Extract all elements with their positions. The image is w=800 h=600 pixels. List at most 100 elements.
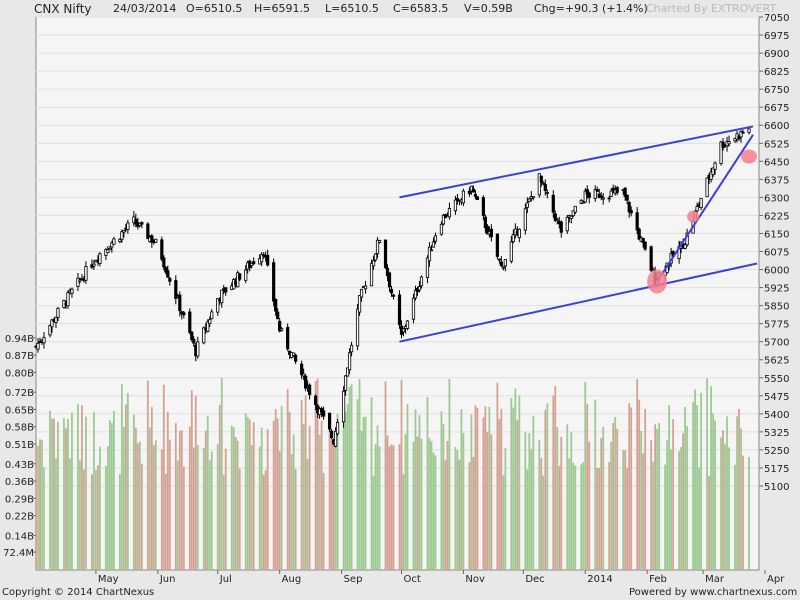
price-tick-label: 6375: [764, 175, 789, 186]
axis-labels: 7050 6975 6900 6825 6750 6675 6600 6525 6450 6375…: [3, 13, 789, 585]
candle-body: [262, 254, 266, 257]
volume-bar: [570, 432, 573, 570]
volume-bar: [63, 418, 65, 570]
powered-by-link[interactable]: Powered by www.chartnexus.com: [629, 587, 798, 598]
candle-body: [383, 239, 388, 269]
volume-tick-label: 0.43B: [5, 460, 34, 471]
candle-body: [308, 384, 312, 396]
candle-body: [629, 209, 633, 214]
volume-bar: [180, 430, 183, 570]
volume-bar: [418, 415, 421, 570]
volume-bar: [628, 403, 631, 570]
candle-body: [341, 390, 346, 423]
volume-bar: [118, 473, 121, 570]
volume-tick-label: 0.51B: [5, 440, 34, 451]
volume-bar: [458, 459, 461, 570]
volume-bar: [178, 430, 181, 570]
volume-bar: [708, 475, 710, 570]
volume-bar: [140, 463, 143, 570]
volume-bar: [430, 441, 433, 570]
candle-body: [166, 270, 170, 278]
volume-bar: [602, 426, 605, 570]
volume-bar: [188, 426, 191, 570]
volume-bar: [440, 411, 443, 570]
volume-bar: [124, 404, 127, 570]
x-tick-label: Sep: [344, 574, 363, 585]
volume-bar: [168, 439, 171, 570]
volume-bar: [654, 424, 657, 570]
candle-body: [48, 325, 52, 336]
volume-bar: [49, 410, 51, 570]
candle-body: [583, 190, 587, 203]
volume-bar: [83, 469, 85, 570]
quote-open: O=6510.5: [186, 2, 243, 15]
candle-body: [471, 188, 476, 193]
volume-tick-label: 0.94B: [5, 334, 34, 345]
candle-body: [357, 295, 362, 313]
candle-body: [643, 241, 647, 250]
volume-bar: [236, 440, 239, 570]
price-tick-label: 6675: [764, 103, 789, 114]
candle-body: [210, 311, 214, 320]
candle-body: [56, 307, 60, 318]
candle-body: [541, 182, 545, 185]
candle-body: [609, 190, 613, 197]
volume-bar: [190, 390, 193, 570]
volume-bar: [280, 405, 283, 570]
candle-body: [182, 312, 186, 316]
volume-bar: [692, 401, 694, 570]
candle-body: [294, 354, 298, 362]
price-tick-label: 6600: [764, 121, 789, 132]
volume-bar: [524, 432, 527, 570]
volume-bar: [474, 405, 477, 570]
volume-bar: [110, 423, 113, 570]
candle-body: [188, 311, 192, 333]
candle-body: [545, 191, 549, 194]
candle-body: [509, 241, 513, 262]
candle-body: [347, 352, 352, 371]
volume-bar: [328, 418, 331, 570]
volume-bar: [588, 441, 591, 570]
volume-bar: [734, 464, 736, 570]
volume-bar: [264, 469, 267, 570]
highlight-marker: [687, 210, 700, 223]
volume-bar: [568, 458, 571, 570]
price-tick-label: 6450: [764, 157, 789, 168]
volume-bar: [526, 469, 529, 570]
candle-body: [355, 308, 360, 347]
candle-body: [391, 294, 396, 297]
candle-body: [168, 277, 172, 282]
volume-bar: [105, 466, 107, 570]
volume-bar: [266, 429, 269, 570]
volume-bar: [678, 451, 681, 570]
candle-body: [733, 137, 737, 142]
volume-bar: [416, 436, 419, 570]
volume-bar: [636, 379, 639, 570]
candle-body: [417, 286, 422, 291]
candle-body: [250, 262, 254, 266]
volume-bar: [204, 430, 207, 570]
volume-bar: [258, 446, 261, 570]
candle-body: [126, 222, 130, 230]
x-tick-label: Jul: [219, 574, 232, 585]
volume-bar: [79, 460, 81, 570]
price-tick-label: 5925: [764, 284, 789, 295]
quote-change: Chg=+90.3 (+1.4%): [534, 2, 648, 15]
volume-bar: [164, 473, 167, 570]
volume-bar: [652, 461, 655, 570]
candle-body: [501, 266, 505, 269]
volume-bar: [374, 444, 377, 570]
volume-bar: [454, 447, 457, 570]
candle-body: [377, 240, 382, 243]
candle-body: [300, 363, 304, 376]
volume-bar: [308, 426, 311, 570]
candle-body: [413, 290, 418, 299]
candle-body: [641, 237, 645, 244]
candle-body: [314, 395, 318, 406]
candle-body: [112, 238, 116, 245]
volume-tick-label: 0.65B: [5, 405, 34, 416]
volume-bar: [51, 418, 53, 570]
candle-body: [387, 272, 392, 288]
candle-body: [280, 328, 284, 331]
volume-bar: [364, 416, 367, 570]
